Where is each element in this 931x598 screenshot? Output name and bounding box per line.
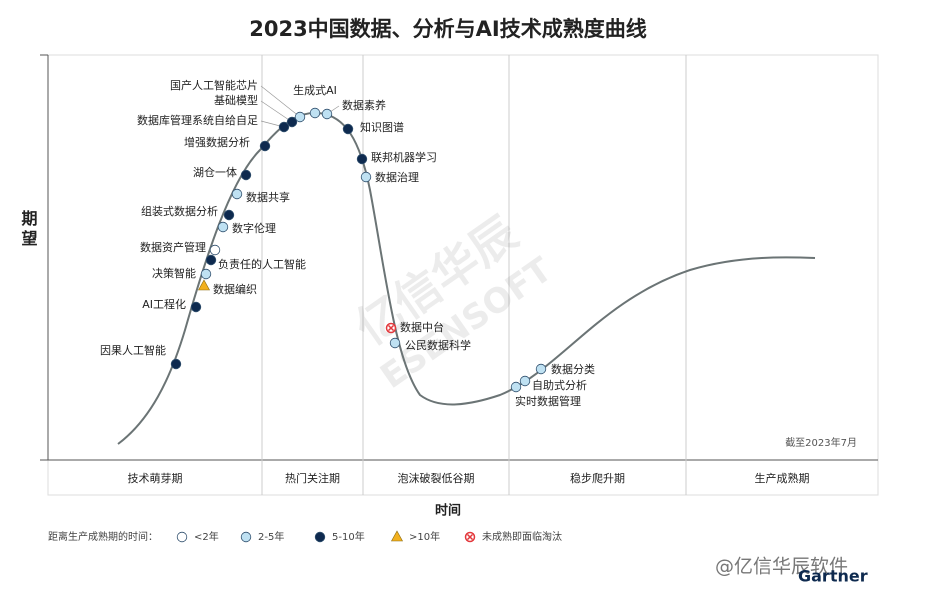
technology-label: 因果人工智能 — [100, 343, 166, 357]
marker — [360, 171, 372, 183]
technology-label: 数据编织 — [213, 282, 257, 296]
marker — [535, 363, 547, 375]
technology-label: 数据共享 — [246, 190, 290, 204]
marker — [223, 209, 235, 221]
legend-label: 2-5年 — [258, 530, 284, 543]
technology-label: 公民数据科学 — [405, 338, 471, 352]
technology-label: 数据素养 — [342, 98, 386, 112]
footer: @亿信华辰软件 — [715, 556, 848, 578]
technology-label: 决策智能 — [152, 266, 196, 280]
marker — [170, 358, 182, 370]
technology-label: 数据中台 — [400, 320, 444, 334]
marker — [314, 531, 326, 543]
technology-label: 增强数据分析 — [184, 135, 250, 149]
phase-label: 泡沫破裂低谷期 — [398, 471, 475, 485]
technology-label: 数据库管理系统自给自足 — [137, 113, 258, 127]
legend-label: 5-10年 — [332, 530, 365, 543]
technology-label: 数据资产管理 — [140, 240, 206, 254]
marker — [190, 301, 202, 313]
y-axis-label: 期望 — [19, 209, 38, 250]
technology-label: 数据分类 — [551, 362, 595, 376]
x-axis-label: 时间 — [435, 503, 461, 519]
technology-label: 联邦机器学习 — [371, 150, 437, 164]
legend-title: 距离生产成熟期的时间： — [48, 530, 158, 543]
marker — [286, 116, 298, 128]
marker — [278, 121, 290, 133]
marker — [197, 279, 211, 291]
phase-dividers — [261, 55, 687, 495]
marker-x — [387, 324, 395, 332]
leader-line — [260, 100, 293, 123]
brand: Gartner — [798, 567, 868, 586]
marker — [510, 381, 522, 393]
marker — [176, 531, 188, 543]
title: 2023中国数据、分析与AI技术成熟度曲线 — [249, 17, 647, 41]
hype-curve — [117, 111, 816, 445]
phase-label: 热门关注期 — [285, 471, 340, 485]
technology-label: 基础模型 — [214, 93, 258, 107]
marker — [209, 244, 221, 256]
marker — [464, 531, 476, 543]
marker — [200, 268, 212, 280]
marker — [321, 108, 333, 120]
technology-label: 知识图谱 — [360, 120, 404, 134]
technology-label: 数字伦理 — [232, 221, 276, 235]
legend-label: <2年 — [194, 530, 219, 543]
marker — [389, 337, 401, 349]
phase-label: 生产成熟期 — [755, 471, 810, 485]
technology-label: 数据治理 — [375, 170, 419, 184]
marker — [309, 107, 321, 119]
marker — [231, 188, 243, 200]
marker — [259, 140, 271, 152]
marker — [205, 254, 217, 266]
technology-label: 生成式AI — [293, 83, 337, 97]
technology-label: 实时数据管理 — [515, 394, 581, 408]
technology-label: 自助式分析 — [532, 378, 587, 392]
technology-label: 负责任的人工智能 — [218, 257, 306, 271]
technology-label: 国产人工智能芯片 — [170, 78, 258, 92]
note: 截至2023年7月 — [785, 436, 857, 449]
marker — [217, 221, 229, 233]
legend-label: 未成熟即面临淘汰 — [482, 530, 562, 543]
technology-label: AI工程化 — [142, 297, 186, 311]
marker-x — [466, 533, 474, 541]
marker — [385, 322, 397, 334]
marker — [342, 123, 354, 135]
marker — [240, 531, 252, 543]
marker — [356, 153, 368, 165]
phase-label: 技术萌芽期 — [128, 471, 183, 485]
phase-label: 稳步爬升期 — [570, 471, 625, 485]
marker — [390, 530, 404, 542]
technology-label: 湖仓一体 — [193, 165, 237, 179]
plot-frame — [47, 54, 879, 496]
legend-label: >10年 — [409, 530, 440, 543]
marker — [294, 111, 306, 123]
marker — [240, 169, 252, 181]
technology-label: 组装式数据分析 — [141, 204, 218, 218]
marker — [519, 375, 531, 387]
leader-line — [260, 85, 301, 118]
